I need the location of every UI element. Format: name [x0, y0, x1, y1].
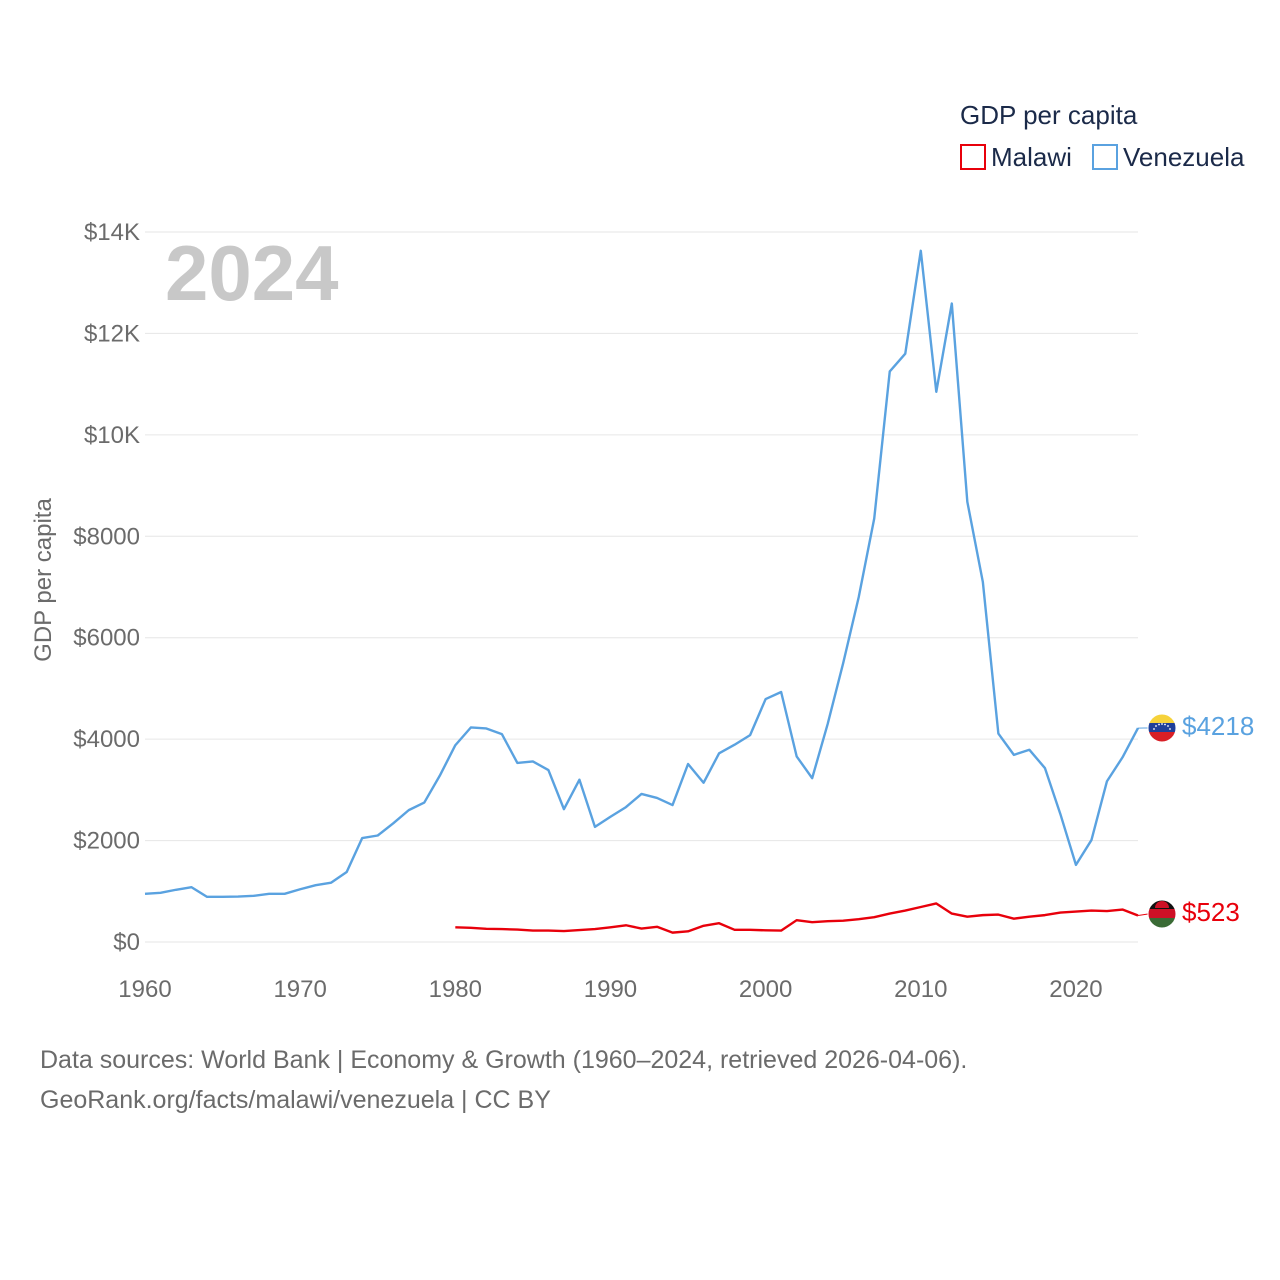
x-tick-label: 1980 [429, 976, 482, 1003]
end-connector-malawi [1137, 913, 1149, 916]
y-tick-label: $0 [113, 929, 140, 956]
malawi-flag-icon [1147, 899, 1177, 929]
x-tick-label: 2000 [739, 976, 792, 1003]
end-label-venezuela: $4218 [1182, 711, 1254, 741]
x-axis-ticks: 1960 1970 1980 1990 2000 2010 2020 [118, 976, 1102, 1003]
series-line-venezuela [144, 249, 1140, 899]
legend-item-venezuela[interactable]: Venezuela [1092, 142, 1245, 172]
footer-attribution[interactable]: GeoRank.org/facts/malawi/venezuela | CC … [40, 1086, 551, 1114]
y-axis-title: GDP per capita [30, 498, 57, 662]
year-label: 2024 [165, 229, 339, 317]
y-tick-label: $14K [84, 219, 140, 246]
gridlines [145, 231, 1138, 943]
x-tick-label: 1960 [118, 976, 171, 1003]
legend-title: GDP per capita [960, 100, 1138, 130]
y-tick-label: $12K [84, 320, 140, 347]
footer-sources: Data sources: World Bank | Economy & Gro… [40, 1046, 968, 1074]
legend-label-venezuela: Venezuela [1123, 142, 1245, 172]
legend-swatch-venezuela [1092, 144, 1118, 170]
x-tick-label: 1990 [584, 976, 637, 1003]
series-line-malawi [455, 902, 1139, 934]
footer: Data sources: World Bank | Economy & Gro… [40, 1040, 967, 1120]
y-tick-label: $6000 [73, 625, 140, 652]
x-tick-label: 1970 [273, 976, 326, 1003]
y-axis-ticks: $0 $2000 $4000 $6000 $8000 $10K $12K $14K [73, 219, 140, 956]
y-tick-label: $10K [84, 422, 140, 449]
venezuela-flag-icon [1147, 713, 1177, 743]
y-tick-label: $8000 [73, 523, 140, 550]
y-tick-label: $2000 [73, 828, 140, 855]
legend-swatch-malawi [960, 144, 986, 170]
gdp-line-chart: GDP per capita Malawi Venezuela $0$2000$… [30, 100, 1254, 1003]
legend-label-malawi: Malawi [991, 142, 1072, 172]
y-tick-label: $4000 [73, 726, 140, 753]
legend-item-malawi[interactable]: Malawi [960, 142, 1072, 172]
end-label-malawi: $523 [1182, 897, 1240, 927]
x-tick-label: 2020 [1049, 976, 1102, 1003]
x-tick-label: 2010 [894, 976, 947, 1003]
